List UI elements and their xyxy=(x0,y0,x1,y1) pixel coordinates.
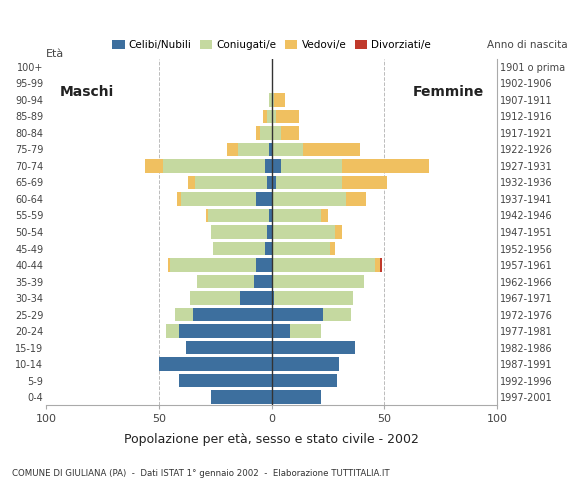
Bar xyxy=(271,93,274,107)
Bar xyxy=(164,159,265,173)
Bar xyxy=(256,258,271,272)
Bar xyxy=(188,176,195,189)
Bar xyxy=(375,258,380,272)
Bar xyxy=(271,291,274,305)
Bar xyxy=(263,109,267,123)
Bar xyxy=(271,192,346,206)
Bar xyxy=(271,341,355,354)
Bar xyxy=(265,242,271,255)
Bar xyxy=(260,126,271,140)
Bar xyxy=(271,390,321,404)
Bar xyxy=(271,242,330,255)
Bar xyxy=(335,225,342,239)
Bar xyxy=(146,159,164,173)
Bar xyxy=(271,275,364,288)
Bar xyxy=(168,258,170,272)
Bar xyxy=(281,126,299,140)
Bar xyxy=(195,176,267,189)
Bar xyxy=(346,192,367,206)
Text: Femmine: Femmine xyxy=(412,84,484,98)
Text: Età: Età xyxy=(46,48,64,59)
Bar xyxy=(256,126,260,140)
Bar xyxy=(197,275,253,288)
Bar xyxy=(271,143,303,156)
X-axis label: Popolazione per età, sesso e stato civile - 2002: Popolazione per età, sesso e stato civil… xyxy=(124,433,419,446)
Bar xyxy=(238,143,269,156)
Bar xyxy=(271,159,281,173)
Bar xyxy=(267,225,271,239)
Bar xyxy=(271,126,281,140)
Bar xyxy=(267,176,271,189)
Bar xyxy=(342,176,387,189)
Bar xyxy=(274,291,353,305)
Bar xyxy=(324,308,350,322)
Bar xyxy=(271,176,276,189)
Bar xyxy=(281,159,342,173)
Text: COMUNE DI GIULIANA (PA)  -  Dati ISTAT 1° gennaio 2002  -  Elaborazione TUTTITAL: COMUNE DI GIULIANA (PA) - Dati ISTAT 1° … xyxy=(12,468,389,478)
Bar xyxy=(271,209,321,222)
Bar xyxy=(276,176,342,189)
Bar xyxy=(303,143,360,156)
Bar xyxy=(240,291,271,305)
Bar xyxy=(256,192,271,206)
Bar xyxy=(289,324,321,338)
Bar xyxy=(186,341,271,354)
Bar xyxy=(166,324,179,338)
Bar xyxy=(342,159,429,173)
Bar xyxy=(271,374,337,387)
Bar xyxy=(182,192,256,206)
Bar xyxy=(211,225,267,239)
Bar xyxy=(170,258,256,272)
Bar xyxy=(177,192,182,206)
Bar xyxy=(190,291,240,305)
Bar xyxy=(269,143,271,156)
Bar xyxy=(276,109,299,123)
Bar xyxy=(227,143,238,156)
Bar xyxy=(179,324,271,338)
Bar xyxy=(271,308,324,322)
Bar xyxy=(267,109,271,123)
Text: Maschi: Maschi xyxy=(60,84,114,98)
Legend: Celibi/Nubili, Coniugati/e, Vedovi/e, Divorziati/e: Celibi/Nubili, Coniugati/e, Vedovi/e, Di… xyxy=(108,36,436,54)
Bar xyxy=(274,93,285,107)
Bar xyxy=(175,308,193,322)
Bar xyxy=(213,242,265,255)
Bar xyxy=(271,225,335,239)
Bar xyxy=(380,258,382,272)
Bar xyxy=(211,390,271,404)
Bar xyxy=(330,242,335,255)
Bar xyxy=(179,374,271,387)
Bar xyxy=(206,209,208,222)
Bar xyxy=(253,275,271,288)
Bar xyxy=(271,324,289,338)
Bar xyxy=(321,209,328,222)
Bar xyxy=(271,258,375,272)
Text: Anno di nascita: Anno di nascita xyxy=(487,40,567,50)
Bar xyxy=(193,308,271,322)
Bar xyxy=(159,358,271,371)
Bar xyxy=(269,93,271,107)
Bar xyxy=(208,209,269,222)
Bar xyxy=(271,358,339,371)
Bar xyxy=(265,159,271,173)
Bar xyxy=(269,209,271,222)
Bar xyxy=(271,109,276,123)
